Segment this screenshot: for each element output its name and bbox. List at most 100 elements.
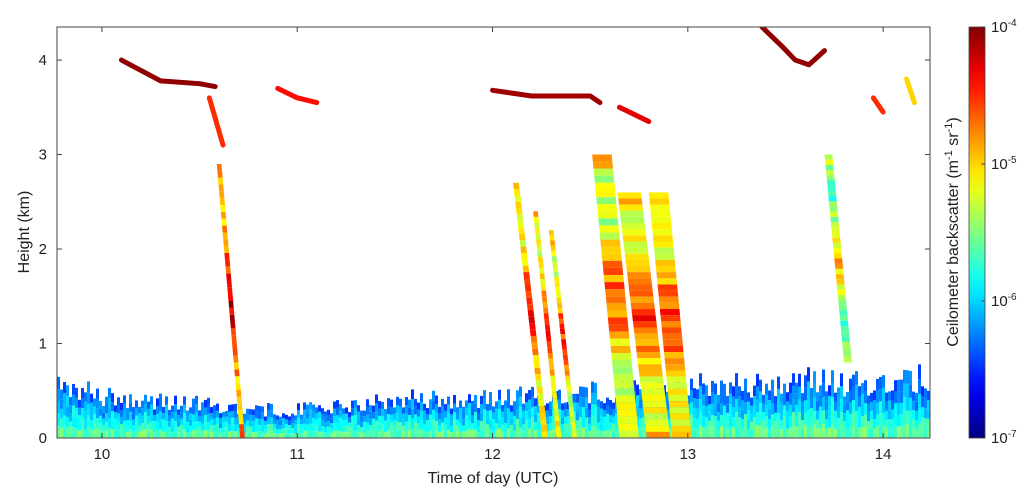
boundary-layer-cell xyxy=(795,415,798,427)
boundary-layer-cell xyxy=(159,393,162,403)
boundary-layer-cell xyxy=(855,411,858,425)
boundary-layer-cell xyxy=(894,391,897,404)
fall-streak-7 xyxy=(843,352,852,358)
boundary-layer-cell xyxy=(267,417,270,425)
boundary-layer-cell xyxy=(333,430,336,438)
fall-streak-5 xyxy=(624,253,650,260)
fall-streak-6 xyxy=(649,198,670,205)
boundary-layer-cell xyxy=(588,403,591,411)
boundary-layer-cell xyxy=(582,427,585,438)
fall-streak-7 xyxy=(840,320,849,327)
boundary-layer-cell xyxy=(531,397,534,408)
boundary-layer-cell xyxy=(60,408,63,419)
boundary-layer-cell xyxy=(924,398,927,409)
boundary-layer-cell xyxy=(228,411,231,419)
boundary-layer-cell xyxy=(771,402,774,415)
fall-streak-5 xyxy=(637,358,662,365)
boundary-layer-cell xyxy=(591,392,594,405)
boundary-layer-cell xyxy=(108,417,111,428)
boundary-layer-cell xyxy=(345,407,348,414)
fall-streak-3 xyxy=(568,401,574,407)
boundary-layer-cell xyxy=(501,424,504,432)
fall-streak-7 xyxy=(838,305,847,311)
boundary-layer-cell xyxy=(324,416,327,423)
boundary-layer-cell xyxy=(441,414,444,423)
boundary-layer-cell xyxy=(72,427,75,438)
fall-streak-5 xyxy=(632,321,658,328)
boundary-layer-cell xyxy=(432,390,435,401)
boundary-layer-cell xyxy=(879,401,882,414)
boundary-layer-cell xyxy=(438,406,441,414)
boundary-layer-cell xyxy=(354,407,357,416)
boundary-layer-cell xyxy=(921,396,924,407)
boundary-layer-cell xyxy=(711,403,714,416)
fall-streak-7 xyxy=(841,336,850,342)
boundary-layer-cell xyxy=(153,432,156,438)
fall-streak-3 xyxy=(549,240,556,246)
fall-streak-0 xyxy=(239,424,245,432)
fall-streak-4 xyxy=(608,324,629,332)
boundary-layer-cell xyxy=(255,411,258,419)
boundary-layer-cell xyxy=(381,423,384,431)
boundary-layer-cell xyxy=(222,417,225,423)
boundary-layer-cell xyxy=(864,426,867,438)
boundary-layer-cell xyxy=(510,431,513,438)
boundary-layer-cell xyxy=(282,413,285,419)
boundary-layer-cell xyxy=(597,399,600,408)
fall-streak-6 xyxy=(669,413,690,420)
boundary-layer-cell xyxy=(294,419,297,425)
fall-streak-4 xyxy=(610,345,631,353)
boundary-layer-cell xyxy=(501,405,504,412)
boundary-layer-cell xyxy=(195,421,198,430)
fall-streak-5 xyxy=(623,241,648,248)
boundary-layer-cell xyxy=(441,422,444,431)
boundary-layer-cell xyxy=(849,390,852,403)
boundary-layer-cell xyxy=(336,430,339,438)
boundary-layer-cell xyxy=(525,420,528,430)
boundary-layer-cell xyxy=(720,426,723,438)
boundary-layer-cell xyxy=(63,415,66,427)
fall-streak-5 xyxy=(645,425,670,432)
boundary-layer-cell xyxy=(582,407,585,418)
boundary-layer-cell xyxy=(528,418,531,429)
boundary-layer-cell xyxy=(474,403,477,413)
boundary-layer-cell xyxy=(294,424,297,429)
boundary-layer-cell xyxy=(528,428,531,438)
colorbar-tick-label: 10-4 xyxy=(991,18,1017,36)
boundary-layer-cell xyxy=(60,428,63,438)
boundary-layer-cell xyxy=(453,403,456,413)
boundary-layer-cell xyxy=(57,389,60,402)
boundary-layer-cell xyxy=(126,419,129,426)
fall-streak-3 xyxy=(558,313,564,319)
boundary-layer-cell xyxy=(282,418,285,424)
boundary-layer-cell xyxy=(537,429,540,438)
boundary-layer-cell xyxy=(825,400,828,410)
fall-streak-3 xyxy=(562,354,569,361)
boundary-layer-cell xyxy=(369,424,372,432)
boundary-layer-cell xyxy=(807,409,810,424)
boundary-layer-cell xyxy=(852,412,855,426)
boundary-layer-cell xyxy=(432,428,435,438)
fall-streak-4 xyxy=(595,189,616,198)
boundary-layer-cell xyxy=(153,409,156,416)
boundary-layer-cell xyxy=(447,404,450,414)
boundary-layer-cell xyxy=(912,428,915,438)
boundary-layer-cell xyxy=(333,408,336,417)
boundary-layer-cell xyxy=(495,401,498,409)
boundary-layer-cell xyxy=(519,407,522,418)
boundary-layer-cell xyxy=(141,400,144,409)
boundary-layer-cell xyxy=(408,422,411,431)
boundary-layer-cell xyxy=(813,384,816,398)
fall-streak-1 xyxy=(536,386,544,394)
boundary-layer-cell xyxy=(612,409,615,417)
boundary-layer-cell xyxy=(192,430,195,438)
fall-streak-4 xyxy=(615,395,636,403)
boundary-layer-cell xyxy=(441,398,444,407)
boundary-layer-cell xyxy=(186,410,189,417)
boundary-layer-cell xyxy=(561,417,564,425)
boundary-layer-cell xyxy=(501,418,504,425)
boundary-layer-cell xyxy=(459,415,462,424)
boundary-layer-cell xyxy=(753,396,756,407)
boundary-layer-cell xyxy=(354,430,357,438)
boundary-layer-cell xyxy=(249,414,252,421)
